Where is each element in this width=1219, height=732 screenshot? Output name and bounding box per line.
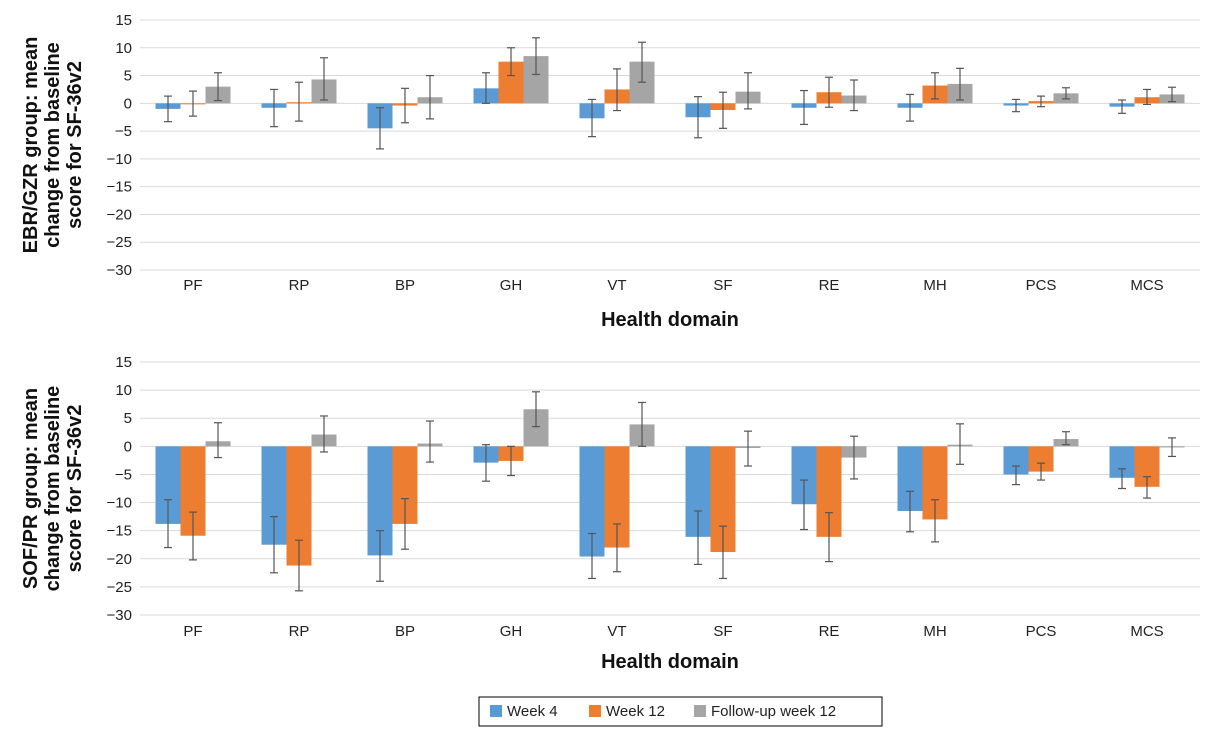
y-tick-label: 5 bbox=[124, 68, 132, 85]
y-axis-title-line: change from baseline bbox=[42, 42, 64, 248]
y-tick-label: −5 bbox=[115, 123, 132, 140]
legend-box bbox=[478, 696, 883, 727]
y-tick-label: 10 bbox=[115, 382, 132, 399]
x-category-label: PF bbox=[183, 623, 202, 640]
x-axis-title: Health domain bbox=[601, 651, 739, 673]
x-category-label: VT bbox=[607, 623, 626, 640]
legend-swatch-week4 bbox=[490, 705, 502, 717]
y-tick-label: 0 bbox=[124, 438, 132, 455]
x-category-label: MH bbox=[923, 277, 946, 294]
y-tick-label: −10 bbox=[107, 151, 132, 168]
y-tick-label: −30 bbox=[107, 607, 132, 624]
y-tick-label: 0 bbox=[124, 95, 132, 112]
ebr-gzr-panel: 15 10 5 0 −5 −10 −15 −20 −25 −30 PF RP BP GH VT SF RE MH P… bbox=[20, 12, 1200, 331]
x-category-label: PCS bbox=[1026, 623, 1057, 640]
x-category-label: GH bbox=[500, 277, 523, 294]
x-category-label: GH bbox=[500, 623, 523, 640]
x-category-label: RE bbox=[819, 623, 840, 640]
legend: Week 4 Week 12 Follow-up week 12 bbox=[478, 696, 883, 727]
y-tick-label: 15 bbox=[115, 12, 132, 29]
y-tick-label: 15 bbox=[115, 354, 132, 371]
x-category-label: PF bbox=[183, 277, 202, 294]
y-axis-title: EBR/GZR group: meanchange from baselines… bbox=[20, 37, 86, 254]
x-category-label: BP bbox=[395, 277, 415, 294]
y-axis-title-line: SOF/PR group: mean bbox=[20, 388, 42, 589]
y-tick-label: −20 bbox=[107, 206, 132, 223]
y-axis-title-line: EBR/GZR group: mean bbox=[20, 37, 42, 254]
legend-label-followup: Follow-up week 12 bbox=[711, 703, 836, 720]
y-tick-label: −10 bbox=[107, 495, 132, 512]
y-tick-label: −30 bbox=[107, 262, 132, 279]
x-axis-title: Health domain bbox=[601, 309, 739, 331]
y-axis-title-line: change from baseline bbox=[42, 386, 64, 592]
x-category-label: MCS bbox=[1130, 277, 1163, 294]
y-tick-label: 5 bbox=[124, 410, 132, 427]
x-category-label: RP bbox=[289, 277, 310, 294]
legend-swatch-followup bbox=[694, 705, 706, 717]
x-category-label: RE bbox=[819, 277, 840, 294]
y-tick-label: −15 bbox=[107, 523, 132, 540]
x-category-label: SF bbox=[713, 277, 732, 294]
legend-label-week4: Week 4 bbox=[507, 703, 558, 720]
x-category-label: BP bbox=[395, 623, 415, 640]
sof-pr-panel: 15 10 5 0 −5 −10 −15 −20 −25 −30 PF RP BP GH VT SF RE MH P… bbox=[20, 354, 1200, 673]
x-category-label: PCS bbox=[1026, 277, 1057, 294]
y-axis-title-line: score for SF-36v2 bbox=[64, 61, 86, 229]
x-category-label: VT bbox=[607, 277, 626, 294]
y-tick-label: −25 bbox=[107, 234, 132, 251]
y-axis-title: SOF/PR group: meanchange from baselinesc… bbox=[20, 386, 86, 592]
y-axis-title-line: score for SF-36v2 bbox=[64, 405, 86, 573]
x-category-label: SF bbox=[713, 623, 732, 640]
x-category-label: MCS bbox=[1130, 623, 1163, 640]
legend-swatch-week12 bbox=[589, 705, 601, 717]
legend-label-week12: Week 12 bbox=[606, 703, 665, 720]
x-category-label: MH bbox=[923, 623, 946, 640]
y-tick-label: 10 bbox=[115, 40, 132, 57]
y-tick-label: −25 bbox=[107, 579, 132, 596]
y-tick-label: −20 bbox=[107, 551, 132, 568]
x-category-label: RP bbox=[289, 623, 310, 640]
y-tick-label: −5 bbox=[115, 466, 132, 483]
y-tick-label: −15 bbox=[107, 179, 132, 196]
